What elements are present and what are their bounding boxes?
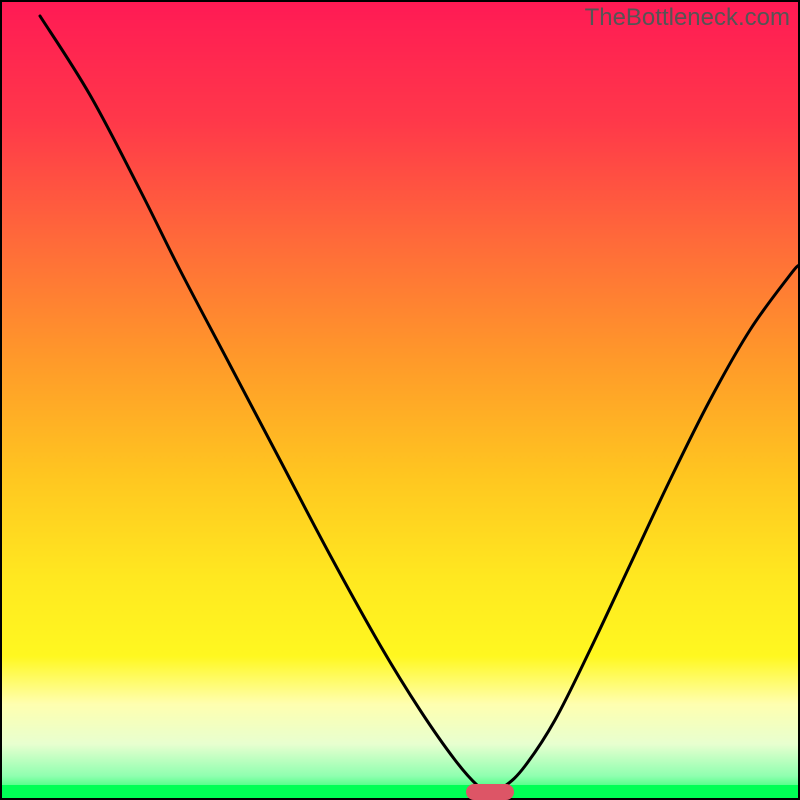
gradient-background <box>0 0 800 800</box>
green-baseline-band <box>1 785 799 799</box>
chart-stage: TheBottleneck.com <box>0 0 800 800</box>
watermark-text: TheBottleneck.com <box>585 4 790 32</box>
optimum-marker <box>466 784 514 800</box>
